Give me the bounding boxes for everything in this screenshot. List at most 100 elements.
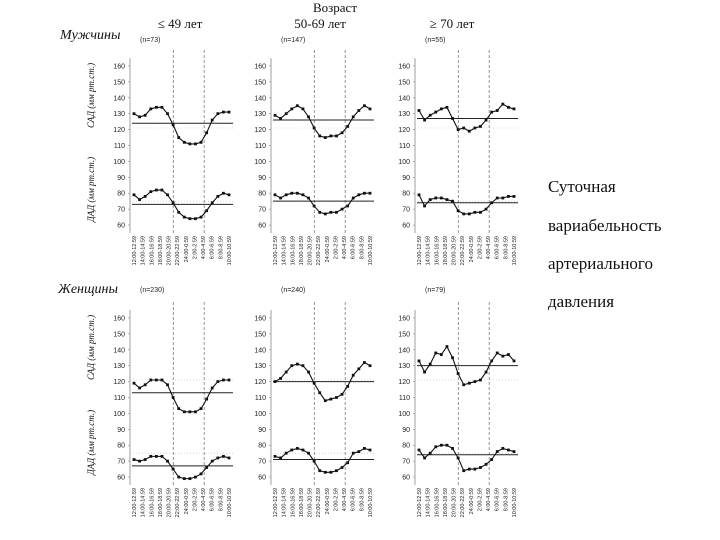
panel-5-xtick-label: 8:00-8:59 [359,488,365,511]
panel-3-dad-point-5 [445,198,449,201]
panel-5-sad-point-8 [318,391,322,395]
panel-5-dad-point-17 [368,448,372,452]
panel-6-ytick-label: 150 [398,331,410,338]
panel-2-sad-point-7 [312,126,316,130]
panel-4-sad-point-0 [132,381,136,385]
column-header-50-69: 50-69 лет [294,16,346,31]
panel-3-dad-point-2 [428,198,432,201]
panel-3-sad-point-9 [467,129,471,133]
panel-3-dad-point-11 [479,210,482,214]
panel-2-xtick-label: 6:00-6:59 [351,236,357,259]
panel-3-xtick-label: 14:00-14:59 [426,236,432,265]
panel-3-ytick-label: 70 [402,207,410,214]
panel-3-dad-point-12 [484,207,488,211]
panel-1-xtick-label: 8:00-8:59 [218,236,224,259]
panel-5-dad-point-10 [329,470,333,474]
panel-3-ytick-label: 80 [402,191,410,198]
panel-6-sad-point-10 [473,380,477,383]
panel-2-dad-point-2 [284,193,288,197]
panel-5-dad-point-5 [301,448,305,452]
panel-1-xtick-label: 6:00-6:59 [210,236,216,259]
panel-4-ytick-label: 70 [117,459,125,466]
panel-5-ytick-label: 110 [255,395,266,402]
panel-3-xtick-label: 12:00-12:59 [417,236,423,265]
panel-2-sad-point-1 [279,117,282,120]
panel-3-xtick-label: 8:00-8:59 [503,236,509,259]
panel-2-sad-point-4 [295,104,299,108]
panel-2-xtick-label: 2:00-2:59 [333,236,339,259]
panel-1-sad-point-17 [227,110,231,114]
panel-1-sad-point-6 [166,112,169,116]
panel-5-dad-point-15 [357,450,361,453]
panel-1-dad-point-17 [227,193,231,197]
panel-4-sad-point-13 [205,397,209,401]
column-header-70: ≥ 70 лет [429,16,475,31]
panel-6-ytick-label: 80 [402,443,410,450]
panel-5-xtick-label: 6:00-6:59 [351,488,357,511]
panel-3-sad-series-line [418,103,515,132]
panel-3-dad-point-7 [456,209,460,213]
panel-6-dad-point-16 [507,448,510,452]
panel-5-dad-point-6 [307,451,310,455]
panel-3-dad-point-1 [423,204,426,208]
panel-4-dad-point-0 [132,458,136,461]
panel-4-xtick-label: 6:00-6:59 [210,488,216,511]
panel-1-xtick-label: 18:00-18:59 [158,236,164,265]
panel-4-sad-point-15 [216,380,220,383]
row-label-women: Женщины [58,282,118,297]
panel-5-dad-point-4 [295,447,299,450]
panel-4-sad-point-7 [171,396,175,399]
panel-4-xtick-label: 16:00-16:59 [149,488,155,517]
panel-6-dad-point-10 [473,467,477,471]
side-title-line-3: артериального [548,254,653,273]
panel-2-dad-point-10 [329,210,333,214]
panel-5-sad-point-17 [368,364,372,368]
panel-4-sad-point-17 [227,378,231,382]
panel-1-sad-point-0 [132,112,136,116]
panel-3-sad-point-7 [456,128,460,131]
panel-4-ytick-label: 160 [113,315,125,322]
panel-4-ytick-label: 80 [117,443,125,450]
panel-4-ytick-label: 60 [117,475,125,482]
panel-3-dad-series-line [418,194,514,215]
panel-1-sad-point-7 [171,123,175,127]
panel-6-dad-point-15 [501,447,505,450]
panel-4-dad-point-2 [143,458,147,461]
panel-2-n-label: (n=147) [281,37,305,44]
panel-3-xtick-label: 20:00-20:59 [452,236,458,265]
panel-3-xtick-label: 10:00-10:59 [512,236,518,265]
panel-6-xtick-label: 22:00-22:59 [460,488,466,517]
panel-3-dad-point-3 [434,196,438,200]
panel-2-sad-point-14 [351,115,355,119]
panel-4-dad-point-8 [177,475,181,479]
panel-3-xtick-label: 16:00-16:59 [434,236,440,265]
panel-4-n-label: (n=230) [140,287,164,294]
panel-3-sad-point-4 [439,107,443,111]
panel-2-sad-point-0 [273,113,277,117]
panel-4-dad-point-15 [216,456,220,460]
panel-1-dad-point-5 [160,188,164,192]
panel-3-ytick-label: 120 [398,127,410,134]
panel-5-xtick-label: 14:00-14:59 [282,488,288,517]
panel-4-dad-point-11 [194,475,197,479]
panel-3-sad-point-15 [501,102,505,106]
panel-4-ytick-label: 110 [114,395,125,402]
panel-2-sad-point-10 [329,134,333,138]
panel-2-dad-point-5 [301,193,305,197]
panel-6-dad-point-12 [484,462,488,466]
panel-3-ytick-label: 90 [402,175,410,182]
panel-6-ytick-label: 90 [402,427,410,434]
panel-3-sad-point-16 [507,105,510,109]
panel-6-dad-point-13 [490,458,494,461]
panel-4-xtick-label: 14:00-14:59 [141,488,147,517]
panel-3-sad-point-1 [423,118,426,122]
panel-6-dad-series-line [418,444,515,472]
panel-6-sad-point-3 [434,351,438,355]
panel-4-dad-point-1 [138,459,141,463]
panel-5-ytick-label: 160 [254,315,266,322]
panel-6-dad-point-3 [434,445,438,449]
panel-5-ytick-label: 150 [254,331,266,338]
panel-2-ytick-label: 80 [258,191,266,198]
panel-6-dad-point-14 [495,450,499,453]
panel-4-sad-point-5 [160,378,164,382]
